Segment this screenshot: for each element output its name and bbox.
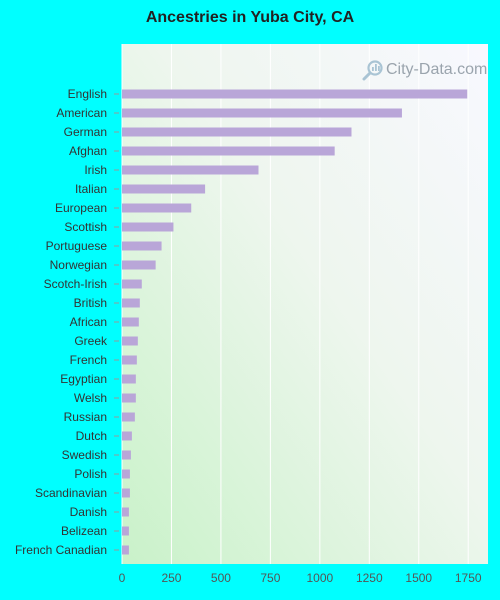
category-label: French [70, 353, 107, 367]
category-label: Portuguese [46, 239, 108, 253]
bar [122, 507, 129, 517]
bar [122, 203, 192, 213]
bars [122, 89, 468, 555]
bar [122, 241, 162, 251]
bar [122, 298, 140, 308]
bar [122, 374, 136, 384]
bar [122, 355, 137, 365]
category-label: English [68, 87, 107, 101]
bar [122, 279, 142, 289]
category-label: British [74, 296, 107, 310]
bar [122, 127, 352, 137]
bar [122, 412, 135, 422]
bar [122, 393, 136, 403]
category-label: Swedish [62, 448, 107, 462]
watermark-text: City-Data.com [386, 61, 487, 78]
search-magnifier-icon [362, 60, 383, 81]
category-label: Polish [74, 467, 107, 481]
category-label: European [55, 201, 107, 215]
x-axis-ticks: 0 250 500 750 1000 1250 1500 1750 [119, 571, 482, 585]
bar [122, 260, 156, 270]
bar [122, 526, 129, 536]
x-tick-label: 500 [211, 571, 231, 585]
chart-title: Ancestries in Yuba City, CA [145, 9, 355, 26]
category-label: Irish [84, 163, 107, 177]
x-tick-label: 750 [260, 571, 280, 585]
x-tick-label: 1000 [306, 571, 333, 585]
category-label: Greek [74, 334, 108, 348]
category-label: Afghan [69, 144, 107, 158]
bar [122, 165, 259, 175]
category-label: Danish [70, 505, 107, 519]
x-tick-label: 1750 [455, 571, 482, 585]
category-label: German [64, 125, 107, 139]
category-label: Dutch [76, 429, 107, 443]
bar [122, 336, 138, 346]
category-label: Scottish [64, 220, 107, 234]
x-tick-label: 0 [119, 571, 126, 585]
category-label: Belizean [61, 524, 107, 538]
bar [122, 431, 132, 441]
category-label: Scotch-Irish [44, 277, 107, 291]
bar [122, 222, 174, 232]
bar [122, 469, 130, 479]
category-label: American [56, 106, 107, 120]
bar [122, 146, 335, 156]
watermark: City-Data.com [362, 60, 487, 81]
category-label: French Canadian [15, 543, 107, 557]
bar [122, 450, 131, 460]
bar [122, 488, 130, 498]
category-label: Italian [75, 182, 107, 196]
x-tick-label: 250 [161, 571, 181, 585]
bar [122, 545, 129, 555]
category-labels: English American German Afghan Irish Italian E… [15, 87, 119, 557]
category-label: Welsh [74, 391, 107, 405]
x-tick-label: 1500 [405, 571, 432, 585]
bar [122, 184, 206, 194]
bar [122, 317, 139, 327]
category-label: Scandinavian [35, 486, 107, 500]
category-label: Norwegian [50, 258, 107, 272]
plot-area [122, 44, 488, 564]
category-label: Russian [64, 410, 107, 424]
category-label: African [70, 315, 107, 329]
category-label: Egyptian [60, 372, 107, 386]
bar [122, 89, 468, 99]
bar [122, 108, 402, 118]
x-tick-label: 1250 [356, 571, 383, 585]
